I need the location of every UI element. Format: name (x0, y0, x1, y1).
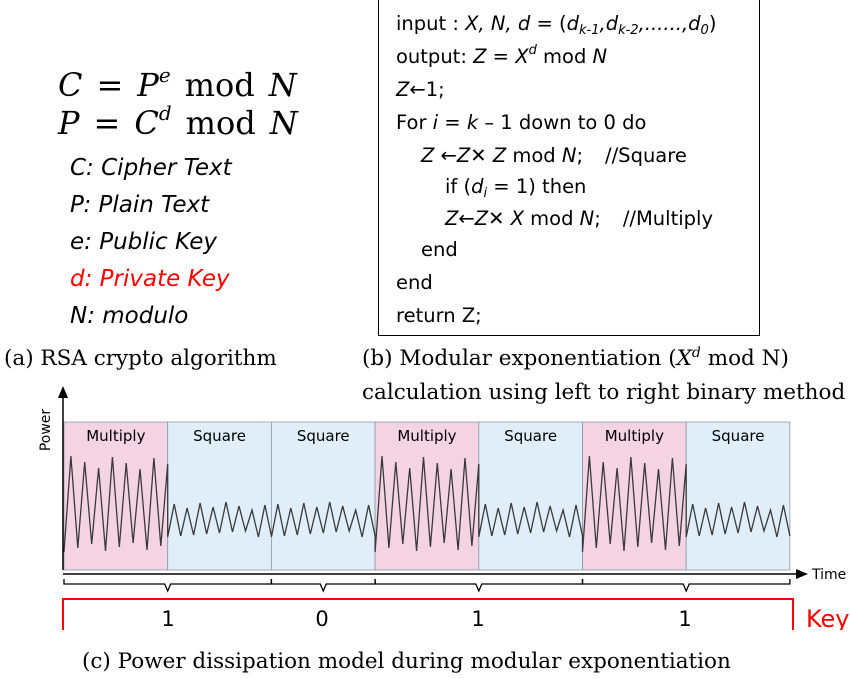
segment-label-multiply: Multiply (86, 427, 145, 445)
bit-brace (270, 579, 376, 593)
segment-label-square: Square (193, 427, 246, 445)
segment-label-multiply: Multiply (397, 427, 456, 445)
bit-brace (63, 579, 273, 593)
power-diagram: Multiply Square Square Multiply Square Multip… (38, 386, 850, 630)
legend-modulo: N: modulo (70, 303, 189, 329)
power-segments: Multiply Square Square Multiply Square Multip… (63, 421, 791, 571)
caption-b-line1: (b) Modular exponentiation (Xd mod N) (362, 345, 789, 371)
pseudo-code-box: input : X, N, d = (dk-1,dk-2,......,d0) … (378, 0, 760, 336)
caption-b-line2: calculation using left to right binary m… (362, 380, 846, 405)
legend-plain-text: P: Plain Text (70, 192, 210, 218)
x-axis-label: Time (811, 567, 846, 583)
y-axis-arrow (58, 386, 68, 398)
key-bit-2: 0 (315, 607, 328, 630)
segment-label-square: Square (504, 427, 557, 445)
bit-brace (374, 579, 584, 593)
legend-cipher-text: C: Cipher Text (70, 155, 232, 181)
segment-square (270, 421, 376, 571)
code-square-line: Z ←Z✕ Z mod N;//Square (421, 144, 687, 167)
rsa-legend: C: Cipher Text P: Plain Text e: Public K… (70, 150, 232, 335)
key-bit-1: 1 (161, 607, 174, 630)
encryption-formula: C = Pe mod N (58, 63, 297, 104)
caption-a: (a) RSA crypto algorithm (4, 346, 277, 371)
code-return-line: return Z; (396, 304, 482, 327)
code-end-for-line: end (396, 271, 433, 294)
bit-braces (63, 579, 791, 593)
code-input-line: input : X, N, d = (dk-1,dk-2,......,d0) (396, 12, 717, 38)
key-bit-3: 1 (471, 607, 484, 630)
segment-label-square: Square (297, 427, 350, 445)
y-axis-label: Power (38, 409, 54, 452)
key-bit-4: 1 (678, 607, 691, 630)
code-if-line: if (di = 1) then (445, 175, 587, 201)
code-init-line: Z←1; (396, 78, 445, 101)
bit-brace (581, 579, 791, 593)
caption-c: (c) Power dissipation model during modul… (82, 649, 731, 674)
code-multiply-line: Z←Z✕ X mod N;//Multiply (445, 207, 713, 230)
segment-square (685, 421, 791, 571)
key-box (62, 598, 794, 630)
code-output-line: output: Z = Xd mod N (396, 43, 608, 68)
decryption-formula: P = Cd mod N (58, 101, 298, 142)
key-label: Key (806, 605, 850, 630)
x-axis-arrow (796, 569, 808, 579)
code-for-line: For i = k – 1 down to 0 do (396, 111, 647, 134)
segment-label-multiply: Multiply (605, 427, 664, 445)
segment-label-square: Square (712, 427, 765, 445)
code-end-if-line: end (421, 238, 458, 261)
power-trace (63, 455, 791, 553)
legend-public-key: e: Public Key (70, 229, 218, 255)
legend-private-key: d: Private Key (70, 266, 230, 292)
